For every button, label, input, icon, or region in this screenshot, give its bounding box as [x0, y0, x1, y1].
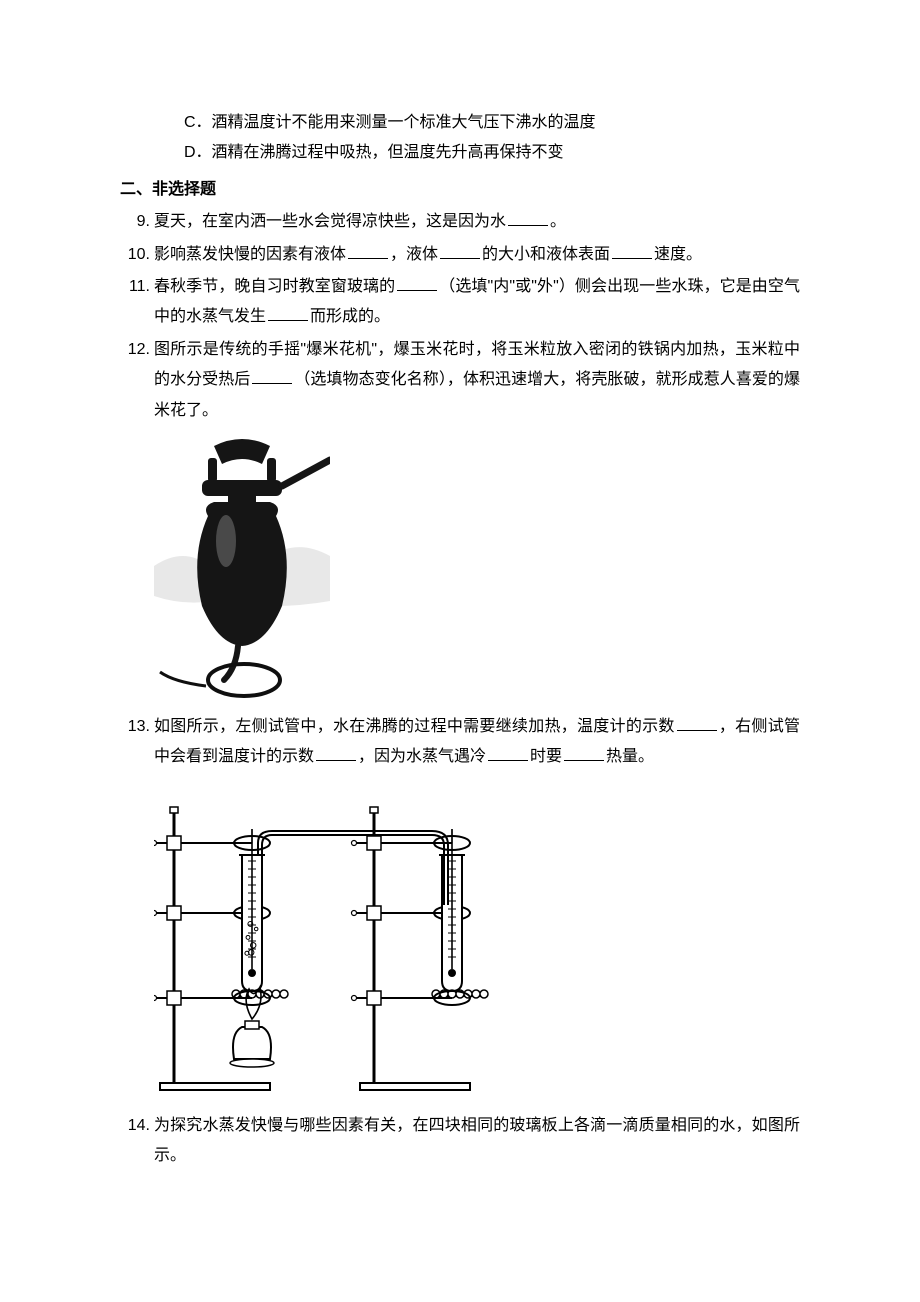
question-12: 12. 图所示是传统的手摇"爆米花机"，爆玉米花时，将玉米粒放入密闭的铁锅内加热… [120, 335, 800, 426]
q10-t3: 的大小和液体表面 [482, 246, 610, 263]
q13-t1: 如图所示，左侧试管中，水在沸腾的过程中需要继续加热，温度计的示数 [154, 718, 675, 735]
blank [564, 745, 604, 761]
question-body: 夏天，在室内洒一些水会觉得凉快些，这是因为水 。 [154, 207, 800, 237]
q13-t3: ，因为水蒸气遇冷 [358, 748, 486, 765]
question-body: 春秋季节，晚自习时教室窗玻璃的（选填"内"或"外"）侧会出现一些水珠，它是由空气… [154, 272, 800, 333]
blank [677, 715, 717, 731]
option-d: D．酒精在沸腾过程中吸热，但温度先升高再保持不变 [120, 138, 800, 168]
section-heading: 二、非选择题 [120, 175, 800, 205]
q10-t1: 影响蒸发快慢的因素有液体 [154, 246, 346, 263]
figure-popcorn-machine [154, 436, 800, 704]
blank [316, 745, 356, 761]
question-body: 为探究水蒸发快慢与哪些因素有关，在四块相同的玻璃板上各滴一滴质量相同的水，如图所… [154, 1111, 800, 1172]
q13-t5: 热量。 [606, 748, 654, 765]
q12-t2: ，体积迅速增大，将壳胀破，就形成惹人喜爱的爆米花了。 [154, 371, 800, 418]
blank [397, 275, 437, 291]
q9-text-pre: 夏天，在室内洒一些水会觉得凉快些，这是因为水 [154, 213, 506, 230]
option-c: C．酒精温度计不能用来测量一个标准大气压下沸水的温度 [120, 108, 800, 138]
blank [612, 243, 652, 259]
figure-apparatus [154, 783, 800, 1103]
blank [440, 243, 480, 259]
question-9: 9. 夏天，在室内洒一些水会觉得凉快些，这是因为水 。 [120, 207, 800, 237]
q13-t4: 时要 [530, 748, 562, 765]
q10-t2: ，液体 [390, 246, 438, 263]
question-number: 12. [120, 335, 154, 365]
q10-t4: 速度。 [654, 246, 702, 263]
q11-t3: 而形成的。 [310, 308, 390, 325]
q11-t1: 春秋季节，晚自习时教室窗玻璃的 [154, 278, 395, 295]
question-body: 图所示是传统的手摇"爆米花机"，爆玉米花时，将玉米粒放入密闭的铁锅内加热，玉米粒… [154, 335, 800, 426]
question-10: 10. 影响蒸发快慢的因素有液体 ，液体 的大小和液体表面 速度。 [120, 240, 800, 270]
blank [268, 305, 308, 321]
question-13: 13. 如图所示，左侧试管中，水在沸腾的过程中需要继续加热，温度计的示数，右侧试… [120, 712, 800, 773]
question-11: 11. 春秋季节，晚自习时教室窗玻璃的（选填"内"或"外"）侧会出现一些水珠，它… [120, 272, 800, 333]
question-14: 14. 为探究水蒸发快慢与哪些因素有关，在四块相同的玻璃板上各滴一滴质量相同的水… [120, 1111, 800, 1172]
question-number: 9. [120, 207, 154, 237]
q11-note: （选填"内"或"外"） [439, 278, 575, 295]
q12-note: （选填物态变化名称） [294, 371, 447, 388]
blank [252, 368, 292, 384]
question-number: 14. [120, 1111, 154, 1141]
question-body: 如图所示，左侧试管中，水在沸腾的过程中需要继续加热，温度计的示数，右侧试管中会看… [154, 712, 800, 773]
question-body: 影响蒸发快慢的因素有液体 ，液体 的大小和液体表面 速度。 [154, 240, 800, 270]
q9-text-post: 。 [550, 213, 566, 230]
blank [348, 243, 388, 259]
blank [488, 745, 528, 761]
question-number: 11. [120, 272, 154, 302]
blank [508, 210, 548, 226]
question-number: 10. [120, 240, 154, 270]
question-number: 13. [120, 712, 154, 742]
